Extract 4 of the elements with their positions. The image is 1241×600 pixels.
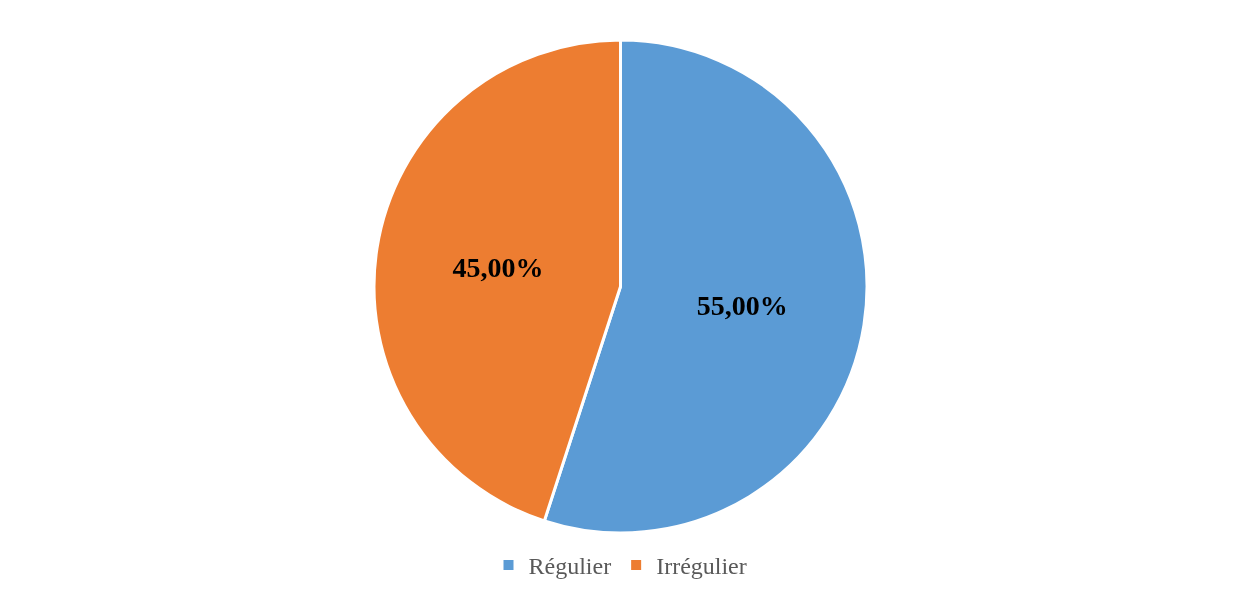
data-label: 55,00% xyxy=(696,290,788,322)
legend-label: Régulier xyxy=(528,553,612,580)
legend-label: Irrégulier xyxy=(656,553,747,580)
data-label: 45,00% xyxy=(452,251,544,283)
